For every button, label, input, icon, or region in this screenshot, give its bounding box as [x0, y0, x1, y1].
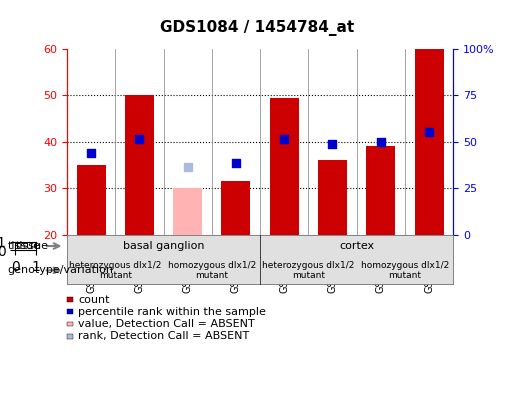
- Point: [280, 136, 288, 143]
- Text: GDS1084 / 1454784_at: GDS1084 / 1454784_at: [160, 20, 355, 36]
- Point: [329, 141, 337, 147]
- Point: [183, 164, 192, 171]
- Bar: [270, 98, 299, 235]
- Text: homozygous dlx1/2
mutant: homozygous dlx1/2 mutant: [361, 261, 449, 280]
- Text: percentile rank within the sample: percentile rank within the sample: [78, 307, 266, 317]
- Bar: [221, 181, 250, 235]
- Bar: [366, 147, 396, 235]
- Text: genotype/variation: genotype/variation: [8, 265, 114, 275]
- Text: tissue: tissue: [15, 241, 48, 251]
- Text: heterozygous dlx1/2
mutant: heterozygous dlx1/2 mutant: [262, 261, 354, 280]
- Text: cortex: cortex: [339, 241, 374, 251]
- Point: [87, 150, 95, 157]
- Bar: [415, 49, 443, 235]
- Text: rank, Detection Call = ABSENT: rank, Detection Call = ABSENT: [78, 331, 250, 341]
- Text: tissue: tissue: [8, 241, 41, 251]
- Bar: [125, 95, 154, 235]
- Bar: [77, 165, 106, 235]
- Text: count: count: [78, 295, 110, 305]
- Point: [135, 136, 144, 143]
- Bar: [318, 160, 347, 235]
- Point: [425, 129, 433, 136]
- Text: heterozygous dlx1/2
mutant: heterozygous dlx1/2 mutant: [69, 261, 161, 280]
- Text: value, Detection Call = ABSENT: value, Detection Call = ABSENT: [78, 319, 255, 329]
- Bar: [173, 188, 202, 235]
- Point: [232, 160, 240, 166]
- Text: basal ganglion: basal ganglion: [123, 241, 204, 251]
- Text: homozygous dlx1/2
mutant: homozygous dlx1/2 mutant: [168, 261, 256, 280]
- Point: [376, 139, 385, 145]
